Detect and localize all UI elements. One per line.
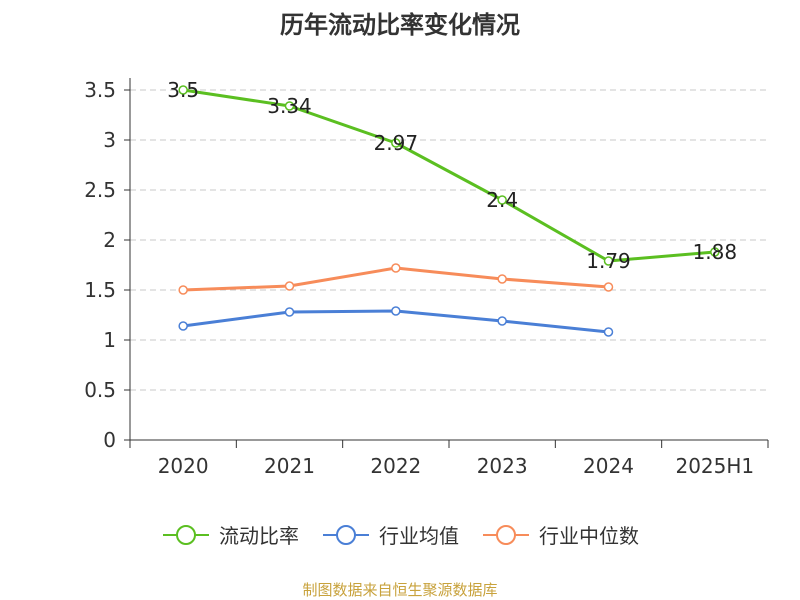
legend-item-industry-mean[interactable]: 行业均值: [321, 520, 459, 549]
x-tick-label: 2024: [583, 454, 634, 478]
chart-title: 历年流动比率变化情况: [280, 11, 520, 39]
y-tick-label: 1.5: [84, 278, 116, 302]
data-point[interactable]: [497, 274, 507, 284]
data-label: 1.79: [586, 249, 631, 273]
data-point[interactable]: [284, 307, 295, 317]
data-point[interactable]: [710, 247, 720, 257]
data-point[interactable]: [497, 195, 507, 205]
data-point[interactable]: [284, 281, 295, 291]
data-point[interactable]: [603, 282, 614, 292]
legend-swatch-current-ratio: [163, 524, 209, 545]
data-label: 2.4: [486, 188, 518, 212]
y-tick-label: 3.5: [84, 78, 116, 102]
series-line: [182, 88, 715, 263]
data-point[interactable]: [178, 321, 188, 331]
legend: 流动比率 行业均值 行业中位数: [0, 520, 800, 549]
y-tick-label: 0.5: [84, 378, 116, 402]
legend-label-industry-mean: 行业均值: [379, 524, 459, 548]
data-point[interactable]: [603, 327, 614, 337]
x-tick-label: 2020: [158, 454, 209, 478]
x-tick-label: 2023: [477, 454, 528, 478]
data-label: 1.88: [693, 240, 738, 264]
data-point[interactable]: [391, 306, 401, 316]
legend-label-industry-median: 行业中位数: [539, 524, 639, 548]
x-tick-label: 2025H1: [675, 454, 754, 478]
source-note: 制图数据来自恒生聚源数据库: [302, 581, 498, 599]
y-tick-label: 0: [103, 428, 116, 452]
data-point[interactable]: [391, 263, 401, 273]
x-tick-label: 2021: [264, 454, 315, 478]
x-tick-label: 2022: [370, 454, 421, 478]
legend-item-current-ratio[interactable]: 流动比率: [161, 520, 299, 549]
legend-item-industry-median[interactable]: 行业中位数: [481, 520, 639, 549]
y-tick-label: 2.5: [84, 178, 116, 202]
y-tick-label: 3: [103, 128, 116, 152]
y-tick-label: 1: [103, 328, 116, 352]
legend-label-current-ratio: 流动比率: [219, 524, 299, 548]
legend-swatch-industry-median: [483, 524, 529, 545]
data-point[interactable]: [178, 85, 188, 95]
data-label: 3.34: [267, 94, 312, 118]
data-label: 2.97: [374, 131, 419, 155]
legend-swatch-industry-mean: [323, 524, 369, 545]
data-point[interactable]: [284, 101, 295, 111]
y-tick-label: 2: [103, 228, 116, 252]
data-label: 3.5: [167, 78, 199, 102]
data-point[interactable]: [391, 138, 401, 148]
data-point[interactable]: [603, 256, 614, 266]
data-point[interactable]: [497, 316, 507, 326]
data-point[interactable]: [178, 285, 188, 295]
